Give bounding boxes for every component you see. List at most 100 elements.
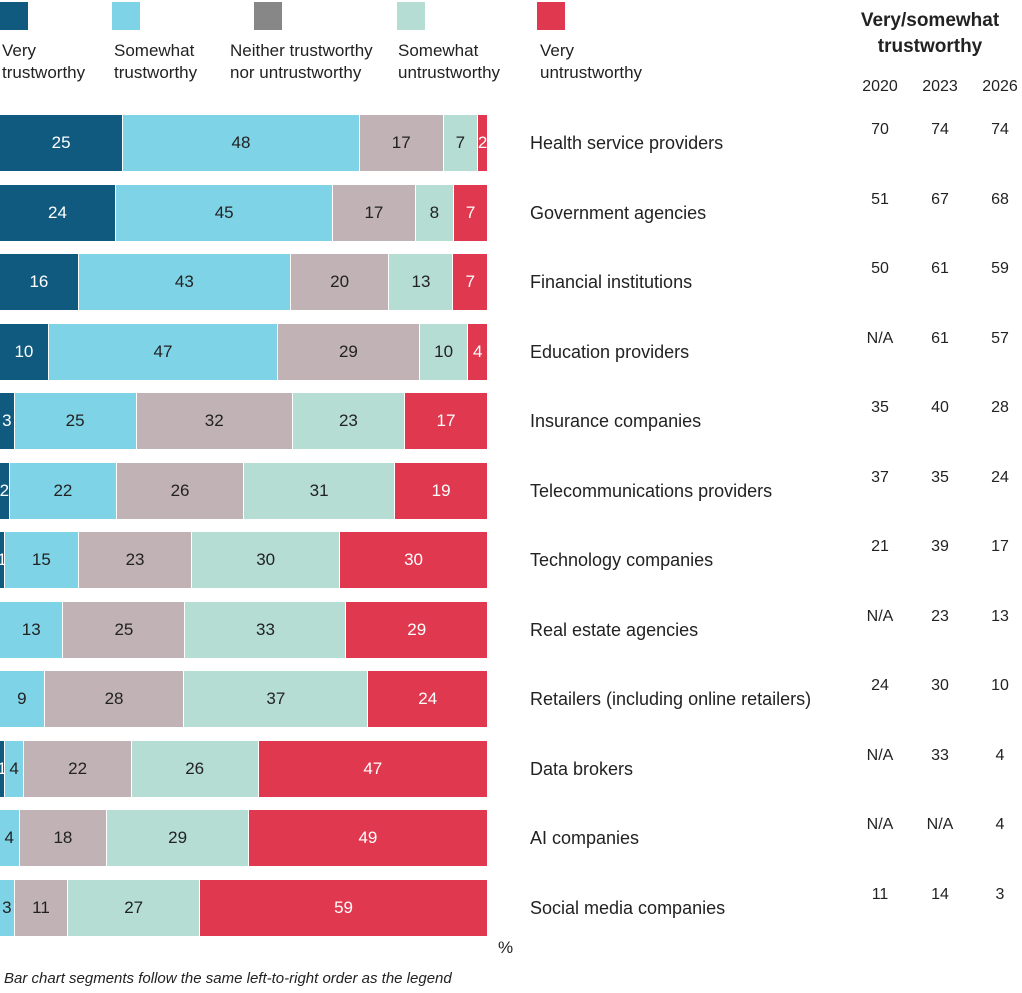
table-cell: 74: [931, 121, 949, 138]
table-cell: 11: [871, 885, 889, 903]
category-label: Real estate agencies: [530, 619, 699, 640]
table-cell: 61: [931, 329, 949, 347]
bar-segment: 27: [68, 879, 201, 936]
bar-segment: 32: [136, 393, 293, 449]
table-cell: 14: [931, 885, 949, 903]
legend-label-1: Very trustworthy: [2, 41, 86, 82]
year-header-2023: 2023: [922, 78, 958, 95]
bar-segment: 4: [468, 323, 488, 380]
bar-segment: 49: [248, 810, 488, 866]
legend-label-2: Somewhat trustworthy: [114, 41, 198, 82]
bar-segment: 47: [48, 323, 279, 380]
table-cell: N/A: [866, 746, 894, 764]
bar-segment: 13: [389, 254, 454, 310]
bar-segment: 22: [9, 462, 118, 519]
table-cell: 33: [931, 746, 949, 764]
table-cell: 23: [931, 607, 949, 625]
bar-segment: 29: [346, 601, 488, 658]
legend-swatch-2: [112, 2, 140, 30]
bar-segment: 37: [184, 671, 369, 727]
table-cell: 74: [991, 121, 1009, 138]
table-cell: N/A: [866, 607, 894, 625]
table-cell: 50: [871, 260, 889, 277]
bar-segment: 30: [340, 532, 488, 588]
legend-swatch-1: [0, 2, 28, 30]
legend-swatch-5: [537, 2, 565, 30]
category-label: Financial institutions: [530, 272, 693, 292]
bar-segment: 7: [453, 254, 488, 310]
table-cell: N/A: [926, 816, 954, 833]
bar-segment: 10: [0, 323, 49, 380]
bar-segment: 2: [0, 462, 10, 519]
bar-segment: 24: [0, 184, 116, 241]
footnote: Bar chart segments follow the same left-…: [4, 970, 452, 987]
table-cell: 61: [931, 260, 949, 277]
bar-row: 25 48 17 7 2: [0, 115, 488, 171]
bar-segment: 29: [278, 323, 420, 380]
category-label: Data brokers: [530, 758, 634, 779]
bar-segment: 16: [0, 254, 79, 310]
table-cell: 40: [931, 399, 949, 416]
table-cell: 13: [991, 607, 1009, 625]
category-label: Government agencies: [530, 202, 707, 223]
bar-segment: 47: [258, 740, 488, 797]
bar-row: 1 15 23 30 30: [0, 532, 488, 588]
bar-segment: 15: [4, 532, 79, 588]
table-cell: 4: [995, 816, 1005, 833]
bar-row: 10 47 29 10 4: [0, 323, 488, 380]
unit-label: %: [498, 938, 514, 957]
bar-segment: 18: [19, 810, 108, 866]
bar-segment: 22: [24, 740, 132, 797]
bar-segment: 1: [0, 532, 7, 588]
bar-segment: 25: [63, 601, 186, 658]
category-label: Technology companies: [530, 550, 714, 570]
bar-row: 4 18 29 49: [0, 810, 488, 866]
legend-swatch-3: [254, 2, 282, 30]
bar-segment: 31: [244, 462, 396, 519]
bar-segment: 19: [395, 462, 488, 519]
bar-row: 24 45 17 8 7: [0, 184, 488, 241]
bar-segment: 17: [359, 115, 444, 171]
bar-segment: 2: [478, 115, 488, 171]
table-cell: 30: [931, 677, 949, 694]
legend-label-3: Neither trustworthy nor untrustworthy: [230, 41, 373, 82]
table-cell: 24: [871, 677, 889, 694]
category-label: AI companies: [530, 828, 640, 848]
table-cell: N/A: [866, 816, 894, 833]
bar-segment: 10: [419, 323, 469, 380]
bar-row: 9 28 37 24: [0, 671, 488, 727]
category-label: Insurance companies: [530, 411, 702, 431]
bar-segment: 7: [454, 184, 488, 241]
bar-segment: 24: [368, 671, 488, 727]
table-cell: 39: [931, 538, 949, 555]
bar-segment: 1: [0, 740, 7, 797]
bar-segment: 45: [115, 184, 334, 241]
table-cell: 17: [991, 538, 1009, 555]
bar-segment: 43: [78, 254, 291, 310]
table-cell: N/A: [866, 329, 894, 347]
bar-row: 1 4 22 26 47: [0, 740, 488, 797]
bar-segment: 3: [0, 393, 15, 449]
table-cell: 4: [995, 746, 1005, 764]
year-header-2020: 2020: [862, 78, 898, 95]
bar-segment: 25: [14, 393, 137, 449]
table-cell: 68: [991, 190, 1009, 208]
category-label: Telecommunications providers: [530, 480, 773, 501]
bar-segment: 26: [131, 740, 259, 797]
bar-segment: 26: [117, 462, 244, 519]
bar-segment: 4: [4, 740, 25, 797]
category-label: Health service providers: [530, 133, 724, 153]
table-cell: 21: [871, 538, 889, 555]
bar-segment: 23: [292, 393, 406, 449]
bar-row: 2 22 26 31 19: [0, 462, 488, 519]
category-label: Social media companies: [530, 897, 726, 918]
table-cell: 24: [991, 468, 1009, 486]
bar-segment: 30: [192, 532, 341, 588]
bar-segment: 20: [290, 254, 390, 310]
bar-row: 13 25 33 29: [0, 601, 488, 658]
table-title: Very/somewhat trustworthy: [860, 10, 1000, 57]
table-cell: 57: [991, 329, 1009, 347]
bar-segment: 28: [44, 671, 185, 727]
table-cell: 67: [931, 190, 949, 208]
bar-row: 3 25 32 23 17: [0, 393, 488, 449]
